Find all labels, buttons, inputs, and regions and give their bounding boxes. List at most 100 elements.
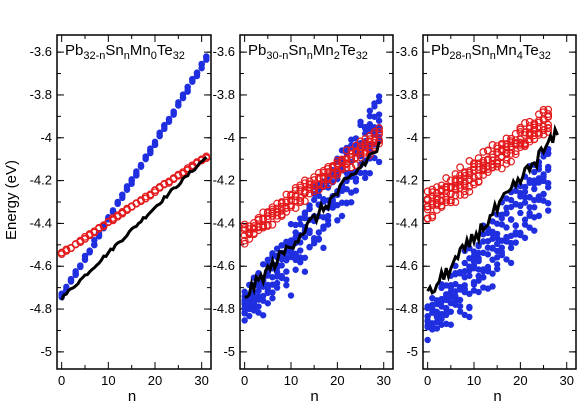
blue-point <box>489 270 496 277</box>
red-point <box>474 177 483 186</box>
red-point <box>484 146 492 155</box>
title-text: Te <box>157 42 173 59</box>
red-point <box>342 154 351 163</box>
red-point <box>254 223 263 232</box>
red-point <box>202 154 211 163</box>
red-point <box>338 155 346 164</box>
blue-point <box>246 312 253 320</box>
red-point <box>365 131 374 140</box>
blue-point <box>292 229 299 236</box>
plot-frame <box>56 34 212 370</box>
x-tick-label: 10 <box>101 373 115 388</box>
panel-title: Pb32-nSnnMn0Te32 <box>65 42 185 62</box>
title-subscript: n <box>490 50 496 62</box>
red-point <box>296 196 305 205</box>
title-text: Mn <box>313 42 334 59</box>
red-point <box>428 211 437 220</box>
red-point <box>240 220 249 229</box>
title-subscript: n <box>307 50 313 62</box>
red-point <box>437 181 446 190</box>
blue-point <box>466 290 473 298</box>
blue-point <box>531 197 538 204</box>
y-tick-label: -3.6 <box>396 44 418 59</box>
blue-point <box>521 221 529 228</box>
blue-point <box>531 204 538 211</box>
red-point <box>356 153 365 162</box>
x-tick-label: 20 <box>330 373 344 388</box>
y-tick-label: -4.8 <box>213 301 235 316</box>
red-point <box>240 239 249 248</box>
red-point <box>544 124 553 132</box>
red-point <box>268 220 277 229</box>
blue-point <box>310 196 318 204</box>
red-point <box>282 196 291 205</box>
red-point <box>291 196 300 205</box>
y-tick-label: -4.2 <box>30 173 52 188</box>
blue-point <box>521 216 529 223</box>
blue-point <box>433 325 441 332</box>
blue-point <box>189 76 196 84</box>
black-line <box>244 141 381 299</box>
red-point <box>456 163 464 172</box>
red-point <box>277 202 286 211</box>
blue-point <box>193 69 201 77</box>
blue-point <box>526 194 533 201</box>
blue-point <box>544 200 552 207</box>
red-point <box>240 223 249 232</box>
red-point <box>273 211 281 220</box>
blue-point <box>269 289 276 296</box>
blue-point <box>544 207 552 214</box>
blue-point <box>81 256 89 264</box>
title-text: Te <box>523 42 539 59</box>
blue-point <box>526 224 533 231</box>
blue-point <box>324 212 332 220</box>
blue-point <box>259 292 267 300</box>
blue-point <box>498 244 506 251</box>
blue-point <box>255 303 262 310</box>
blue-point <box>424 313 431 320</box>
red-point <box>511 150 520 159</box>
panel-title: Pb28-nSnnMn4Te32 <box>431 42 551 62</box>
title-text: Te <box>340 42 356 59</box>
blue-point <box>123 183 131 190</box>
blue-point <box>535 212 543 220</box>
red-point <box>488 153 497 162</box>
red-point <box>488 141 497 149</box>
blue-point <box>175 99 182 106</box>
blue-point <box>466 304 473 312</box>
blue-point <box>77 263 84 271</box>
y-tick-label: -3.6 <box>30 44 52 59</box>
blue-point <box>475 257 482 265</box>
blue-point <box>442 311 450 319</box>
y-tick-label: -4.2 <box>213 173 235 188</box>
y-tick-label: -3.8 <box>213 87 235 102</box>
blue-point <box>521 183 529 191</box>
red-point <box>352 161 360 169</box>
blue-point <box>184 83 191 91</box>
red-point <box>324 168 332 176</box>
red-point <box>141 192 150 201</box>
red-point <box>516 141 525 149</box>
red-point <box>240 236 249 245</box>
blue-point <box>498 221 506 228</box>
blue-point <box>424 336 431 344</box>
blue-point <box>297 247 304 254</box>
y-tick-label: -4 <box>40 130 52 145</box>
red-point <box>442 182 451 191</box>
blue-point <box>366 107 374 114</box>
red-point <box>488 163 497 172</box>
blue-point <box>241 288 248 295</box>
blue-point <box>456 302 464 310</box>
red-point <box>474 171 483 180</box>
red-point <box>521 142 529 151</box>
plot-area <box>240 93 383 324</box>
blue-point <box>461 259 468 267</box>
blue-point <box>507 203 515 211</box>
blue-point <box>361 174 369 182</box>
red-point <box>333 170 342 179</box>
blue-point <box>91 241 98 249</box>
blue-point <box>334 217 341 224</box>
title-text: Pb <box>431 42 449 59</box>
red-point <box>525 130 534 138</box>
title-text: Pb <box>65 42 83 59</box>
